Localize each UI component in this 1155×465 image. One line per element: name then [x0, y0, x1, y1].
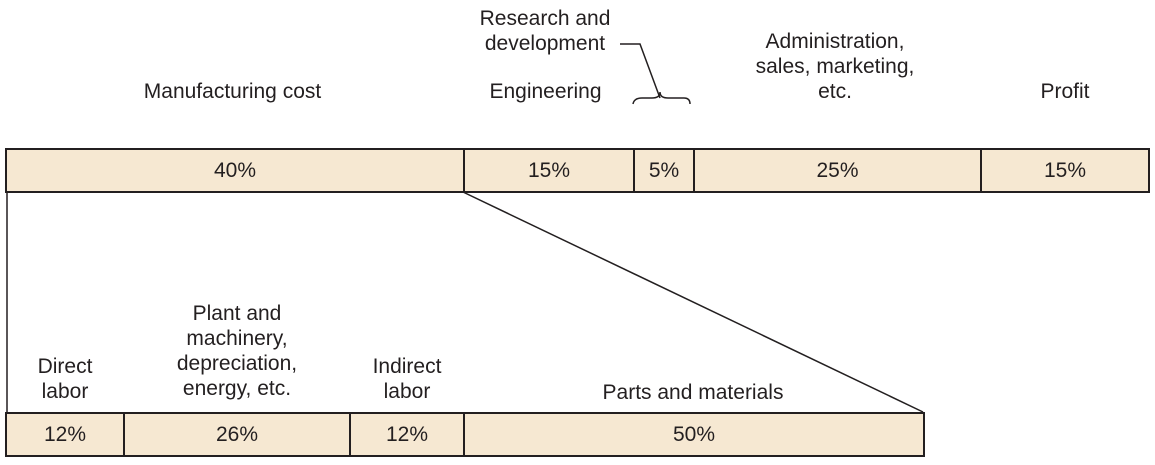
label-administration: Administration, sales, marketing, etc. [755, 30, 915, 103]
label-direct-labor: Direct labor [37, 355, 93, 403]
bar-segment-engineering: 15% [463, 148, 635, 193]
expansion-line-right [462, 191, 924, 413]
label-manufacturing-cost: Manufacturing cost [143, 80, 322, 103]
bar-segment-profit: 15% [980, 148, 1150, 193]
label-plant-machinery: Plant and machinery, depreciation, energ… [176, 302, 298, 400]
bar-segment-direct-labor: 12% [5, 412, 125, 457]
label-research-development: Research and development [479, 7, 611, 55]
bar-segment-parts-materials: 50% [463, 412, 925, 457]
bar-segment-administration: 25% [693, 148, 982, 193]
label-parts-materials: Parts and materials [602, 381, 784, 404]
bar-segment-manufacturing: 40% [5, 148, 465, 193]
research-leader-line [620, 43, 661, 99]
label-profit: Profit [1040, 80, 1090, 103]
bar-segment-plant-machinery: 26% [123, 412, 351, 457]
bar-segment-indirect-labor: 12% [349, 412, 465, 457]
label-indirect-labor: Indirect labor [372, 355, 442, 403]
bar-segment-research: 5% [633, 148, 695, 193]
label-engineering: Engineering [489, 80, 602, 103]
research-bracket [632, 91, 691, 105]
